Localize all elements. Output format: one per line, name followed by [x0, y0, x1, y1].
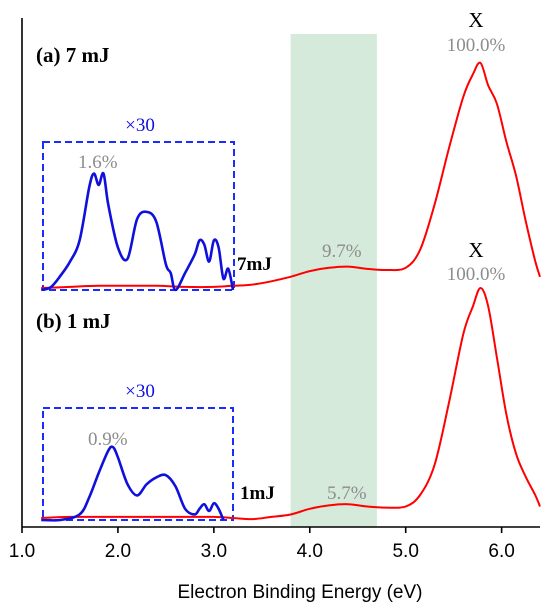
panel-b-label: (b) 1 mJ — [36, 309, 111, 333]
x-tick-label: 2.0 — [105, 541, 131, 562]
panel-b-inset-percent: 0.9% — [88, 429, 128, 450]
panel-b-inset-line — [41, 445, 225, 522]
panel-a-inset-line — [40, 171, 235, 292]
x-tick-label: 6.0 — [488, 541, 514, 562]
panel-b: (b) 1 mJ 1mJ 5.7% X 100.0% ×30 0.9% — [36, 238, 506, 521]
x-tick-label: 1.0 — [9, 541, 35, 562]
panel-a-peak-label: X — [468, 8, 483, 32]
panel-a-peak-percent: 100.0% — [447, 35, 506, 56]
panel-b-trace-label: 1mJ — [240, 483, 275, 504]
panel-a-label: (a) 7 mJ — [36, 43, 109, 67]
traces-layer — [40, 61, 541, 522]
axes-layer — [21, 18, 540, 528]
panel-b-peak-percent: 100.0% — [447, 264, 506, 285]
panel-b-band-percent: 5.7% — [327, 483, 367, 504]
x-tick-label: 4.0 — [297, 541, 323, 562]
panel-b-inset-scale: ×30 — [125, 381, 155, 402]
panel-a-trace-label: 7mJ — [237, 254, 272, 275]
x-ticks-layer: 1.0 2.0 3.0 4.0 5.0 6.0 — [9, 527, 515, 562]
x-tick-label: 5.0 — [392, 541, 418, 562]
x-tick-label: 3.0 — [201, 541, 227, 562]
panel-a: (a) 7 mJ 7mJ 9.7% X 100.0% ×30 1.6% — [36, 8, 506, 291]
panel-a-band-percent: 9.7% — [322, 241, 362, 262]
band-layer — [290, 34, 377, 527]
panel-b-spectrum-line — [41, 287, 541, 521]
x-axis-title: Electron Binding Energy (eV) — [177, 582, 422, 603]
panel-a-inset-scale: ×30 — [125, 115, 155, 136]
panel-a-spectrum-line — [41, 61, 541, 289]
panel-a-inset-percent: 1.6% — [78, 152, 118, 173]
panel-a-inset-box — [42, 141, 235, 291]
panel-b-peak-label: X — [468, 238, 483, 262]
panel-b-inset-box — [42, 407, 234, 521]
shaded-band — [290, 34, 377, 527]
